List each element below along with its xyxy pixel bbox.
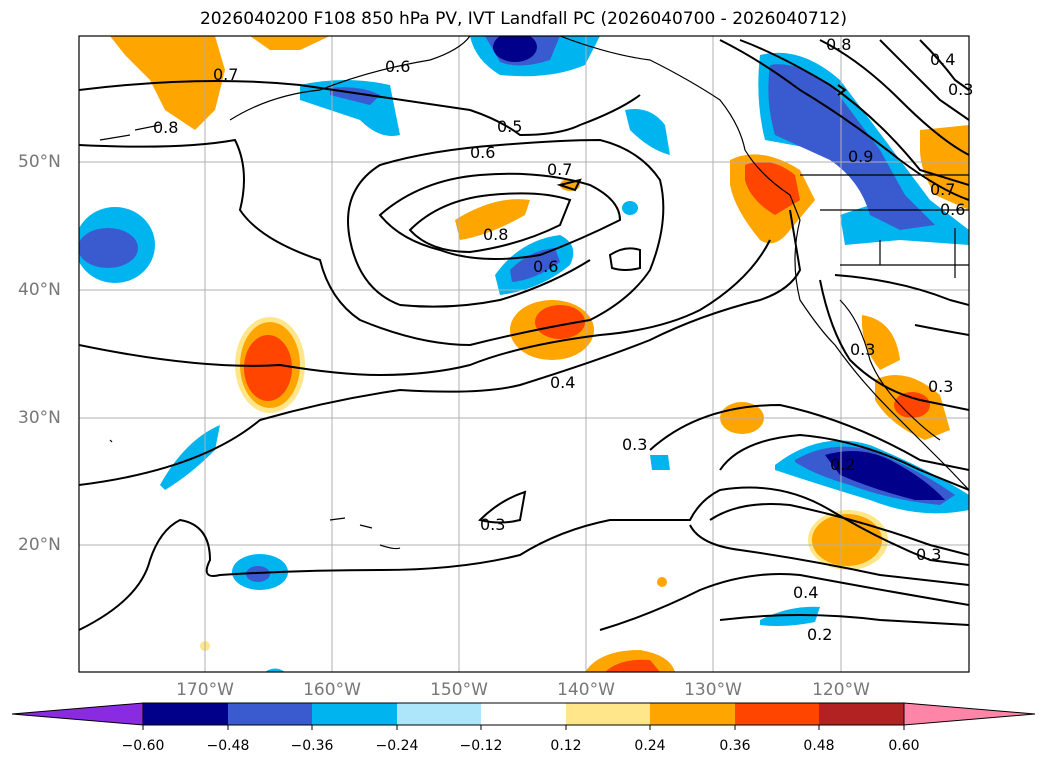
colorbar-tick-label: −0.24 — [375, 738, 419, 754]
lon-label: 130°W — [684, 680, 742, 700]
contour-label: 0.5 — [497, 117, 522, 136]
colorbar-tick-label: −0.12 — [459, 738, 503, 754]
lon-label: 140°W — [557, 680, 615, 700]
colorbar — [11, 702, 1036, 730]
lon-label: 120°W — [812, 680, 870, 700]
lon-label: 160°W — [303, 680, 361, 700]
lat-label: 50°N — [18, 152, 61, 172]
colorbar-tick-label: 0.36 — [719, 738, 751, 754]
contour-label: 0.6 — [385, 57, 410, 76]
lon-label: 170°W — [176, 680, 234, 700]
contour-label: 0.6 — [940, 200, 965, 219]
contours — [79, 39, 969, 631]
contour-label: 0.4 — [930, 50, 955, 69]
contour-label: 0.8 — [826, 35, 851, 54]
contour-label-group: 0.7 0.8 0.6 0.5 0.6 0.7 0.8 0.6 0.4 0.3 … — [153, 35, 973, 644]
contour-label: 0.4 — [793, 583, 818, 602]
contour-label: 0.8 — [153, 118, 178, 137]
map-title: 2026040200 F108 850 hPa PV, IVT Landfall… — [199, 9, 847, 29]
contour-label: 0.2 — [807, 625, 832, 644]
contour-label: 0.8 — [483, 225, 508, 244]
graticule — [79, 36, 969, 672]
contour-label: 0.9 — [848, 147, 873, 166]
contour-label: 0.7 — [930, 180, 955, 199]
lat-label: 30°N — [18, 408, 61, 428]
contour-label: 0.7 — [213, 65, 238, 84]
contour-label: 0.3 — [480, 515, 505, 534]
contour-label: 0.4 — [550, 373, 575, 392]
contour-label: 0.3 — [622, 435, 647, 454]
contour-label: 0.2 — [830, 455, 855, 474]
contour-label: 0.6 — [533, 257, 558, 276]
colorbar-tick-label: −0.60 — [121, 738, 165, 754]
colorbar-tick-label: 0.48 — [803, 738, 835, 754]
colorbar-tick-label: 0.60 — [888, 738, 920, 754]
lon-label: 150°W — [430, 680, 488, 700]
colorbar-tick-label: −0.48 — [206, 738, 250, 754]
contour-label: 0.6 — [470, 143, 495, 162]
contour-label: 0.3 — [928, 377, 953, 396]
contour-label: 0.7 — [547, 160, 572, 179]
coastlines — [99, 36, 969, 550]
contour-label: 0.3 — [948, 80, 973, 99]
colorbar-tick-label: 0.24 — [634, 738, 666, 754]
contour-label: 0.3 — [916, 545, 941, 564]
colorbar-tick-label: −0.36 — [290, 738, 334, 754]
lat-label: 20°N — [18, 535, 61, 555]
map-frame — [78, 35, 970, 673]
colorbar-tick-label: 0.12 — [550, 738, 582, 754]
lat-label: 40°N — [18, 280, 61, 300]
contour-label: 0.3 — [850, 340, 875, 359]
